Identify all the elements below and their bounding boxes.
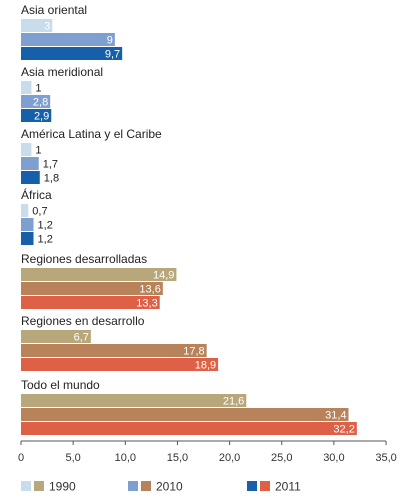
bar-regiones-desarrolladas-2011 bbox=[21, 296, 160, 309]
group-label-regiones-en-desarrollo: Regiones en desarrollo bbox=[21, 314, 145, 328]
legend-swatch-warm-2011 bbox=[260, 481, 270, 491]
bar-regiones-desarrolladas-1990 bbox=[21, 268, 177, 281]
value-label-regiones-en-desarrollo-2011: 18,9 bbox=[195, 360, 216, 372]
group-label-africa: África bbox=[21, 187, 52, 202]
value-label-todo-el-mundo-2010: 31,4 bbox=[325, 410, 346, 422]
value-label-regiones-desarrolladas-2010: 13,6 bbox=[139, 284, 160, 296]
value-label-africa-2010: 1,2 bbox=[38, 220, 53, 232]
bar-todo-el-mundo-1990 bbox=[21, 394, 247, 407]
value-label-asia-meridional-1990: 1 bbox=[35, 83, 41, 95]
value-label-asia-oriental-1990: 3 bbox=[44, 21, 50, 33]
value-label-africa-1990: 0,7 bbox=[32, 206, 47, 218]
bar-asia-oriental-2010 bbox=[21, 33, 115, 46]
bar-regiones-en-desarrollo-2010 bbox=[21, 344, 207, 357]
legend-swatch-blue-1990 bbox=[21, 481, 31, 491]
value-label-asia-oriental-2010: 9 bbox=[107, 35, 113, 47]
legend-label-2010: 2010 bbox=[156, 480, 183, 494]
bar-asia-oriental-2011 bbox=[21, 47, 123, 60]
bar-asia-meridional-1990 bbox=[21, 81, 32, 94]
bar-asia-meridional-2011 bbox=[21, 109, 52, 122]
x-tick-label: 20,0 bbox=[219, 452, 240, 464]
value-label-todo-el-mundo-2011: 32,2 bbox=[333, 424, 354, 436]
legend-swatch-blue-2011 bbox=[247, 481, 257, 491]
value-label-america-latina-y-el-caribe-1990: 1 bbox=[35, 145, 41, 157]
bar-america-latina-y-el-caribe-2011 bbox=[21, 171, 40, 184]
value-label-africa-2011: 1,2 bbox=[38, 234, 53, 246]
x-tick-label: 10,0 bbox=[115, 452, 136, 464]
legend-swatch-warm-2010 bbox=[141, 481, 151, 491]
group-label-asia-oriental: Asia oriental bbox=[21, 3, 87, 17]
value-label-america-latina-y-el-caribe-2011: 1,8 bbox=[44, 173, 59, 185]
value-label-asia-meridional-2011: 2,9 bbox=[34, 111, 49, 123]
legend-label-2011: 2011 bbox=[275, 480, 301, 494]
group-label-regiones-desarrolladas: Regiones desarrolladas bbox=[21, 252, 147, 266]
legend-swatch-blue-2010 bbox=[128, 481, 138, 491]
x-tick-label: 25,0 bbox=[271, 452, 292, 464]
bar-africa-1990 bbox=[21, 204, 29, 217]
value-label-regiones-en-desarrollo-2010: 17,8 bbox=[183, 346, 204, 358]
bar-todo-el-mundo-2010 bbox=[21, 408, 349, 421]
legend-label-1990: 1990 bbox=[49, 480, 76, 494]
bar-africa-2010 bbox=[21, 218, 34, 231]
bar-regiones-en-desarrollo-2011 bbox=[21, 358, 219, 371]
x-tick-label: 15,0 bbox=[167, 452, 188, 464]
value-label-regiones-desarrolladas-2011: 13,3 bbox=[136, 298, 157, 310]
x-tick-label: 30,0 bbox=[323, 452, 344, 464]
value-label-asia-meridional-2010: 2,8 bbox=[33, 97, 48, 109]
x-tick-label: 35,0 bbox=[375, 452, 396, 464]
value-label-regiones-desarrolladas-1990: 14,9 bbox=[153, 270, 174, 282]
x-tick-label: 0 bbox=[18, 452, 24, 464]
bar-regiones-en-desarrollo-1990 bbox=[21, 330, 91, 343]
group-label-todo-el-mundo: Todo el mundo bbox=[21, 378, 100, 392]
bar-africa-2011 bbox=[21, 232, 34, 245]
value-label-regiones-en-desarrollo-1990: 6,7 bbox=[74, 332, 89, 344]
bar-todo-el-mundo-2011 bbox=[21, 422, 357, 435]
bar-america-latina-y-el-caribe-1990 bbox=[21, 143, 32, 156]
bar-asia-oriental-1990 bbox=[21, 19, 53, 32]
legend-swatch-warm-1990 bbox=[34, 481, 44, 491]
bar-regiones-desarrolladas-2010 bbox=[21, 282, 163, 295]
group-label-america-latina-y-el-caribe: América Latina y el Caribe bbox=[21, 127, 162, 141]
value-label-america-latina-y-el-caribe-2010: 1,7 bbox=[43, 159, 58, 171]
x-tick-label: 5,0 bbox=[66, 452, 81, 464]
bar-asia-meridional-2010 bbox=[21, 95, 51, 108]
group-label-asia-meridional: Asia meridional bbox=[21, 65, 103, 79]
value-label-todo-el-mundo-1990: 21,6 bbox=[223, 396, 244, 408]
bar-america-latina-y-el-caribe-2010 bbox=[21, 157, 39, 170]
value-label-asia-oriental-2011: 9,7 bbox=[105, 49, 120, 61]
